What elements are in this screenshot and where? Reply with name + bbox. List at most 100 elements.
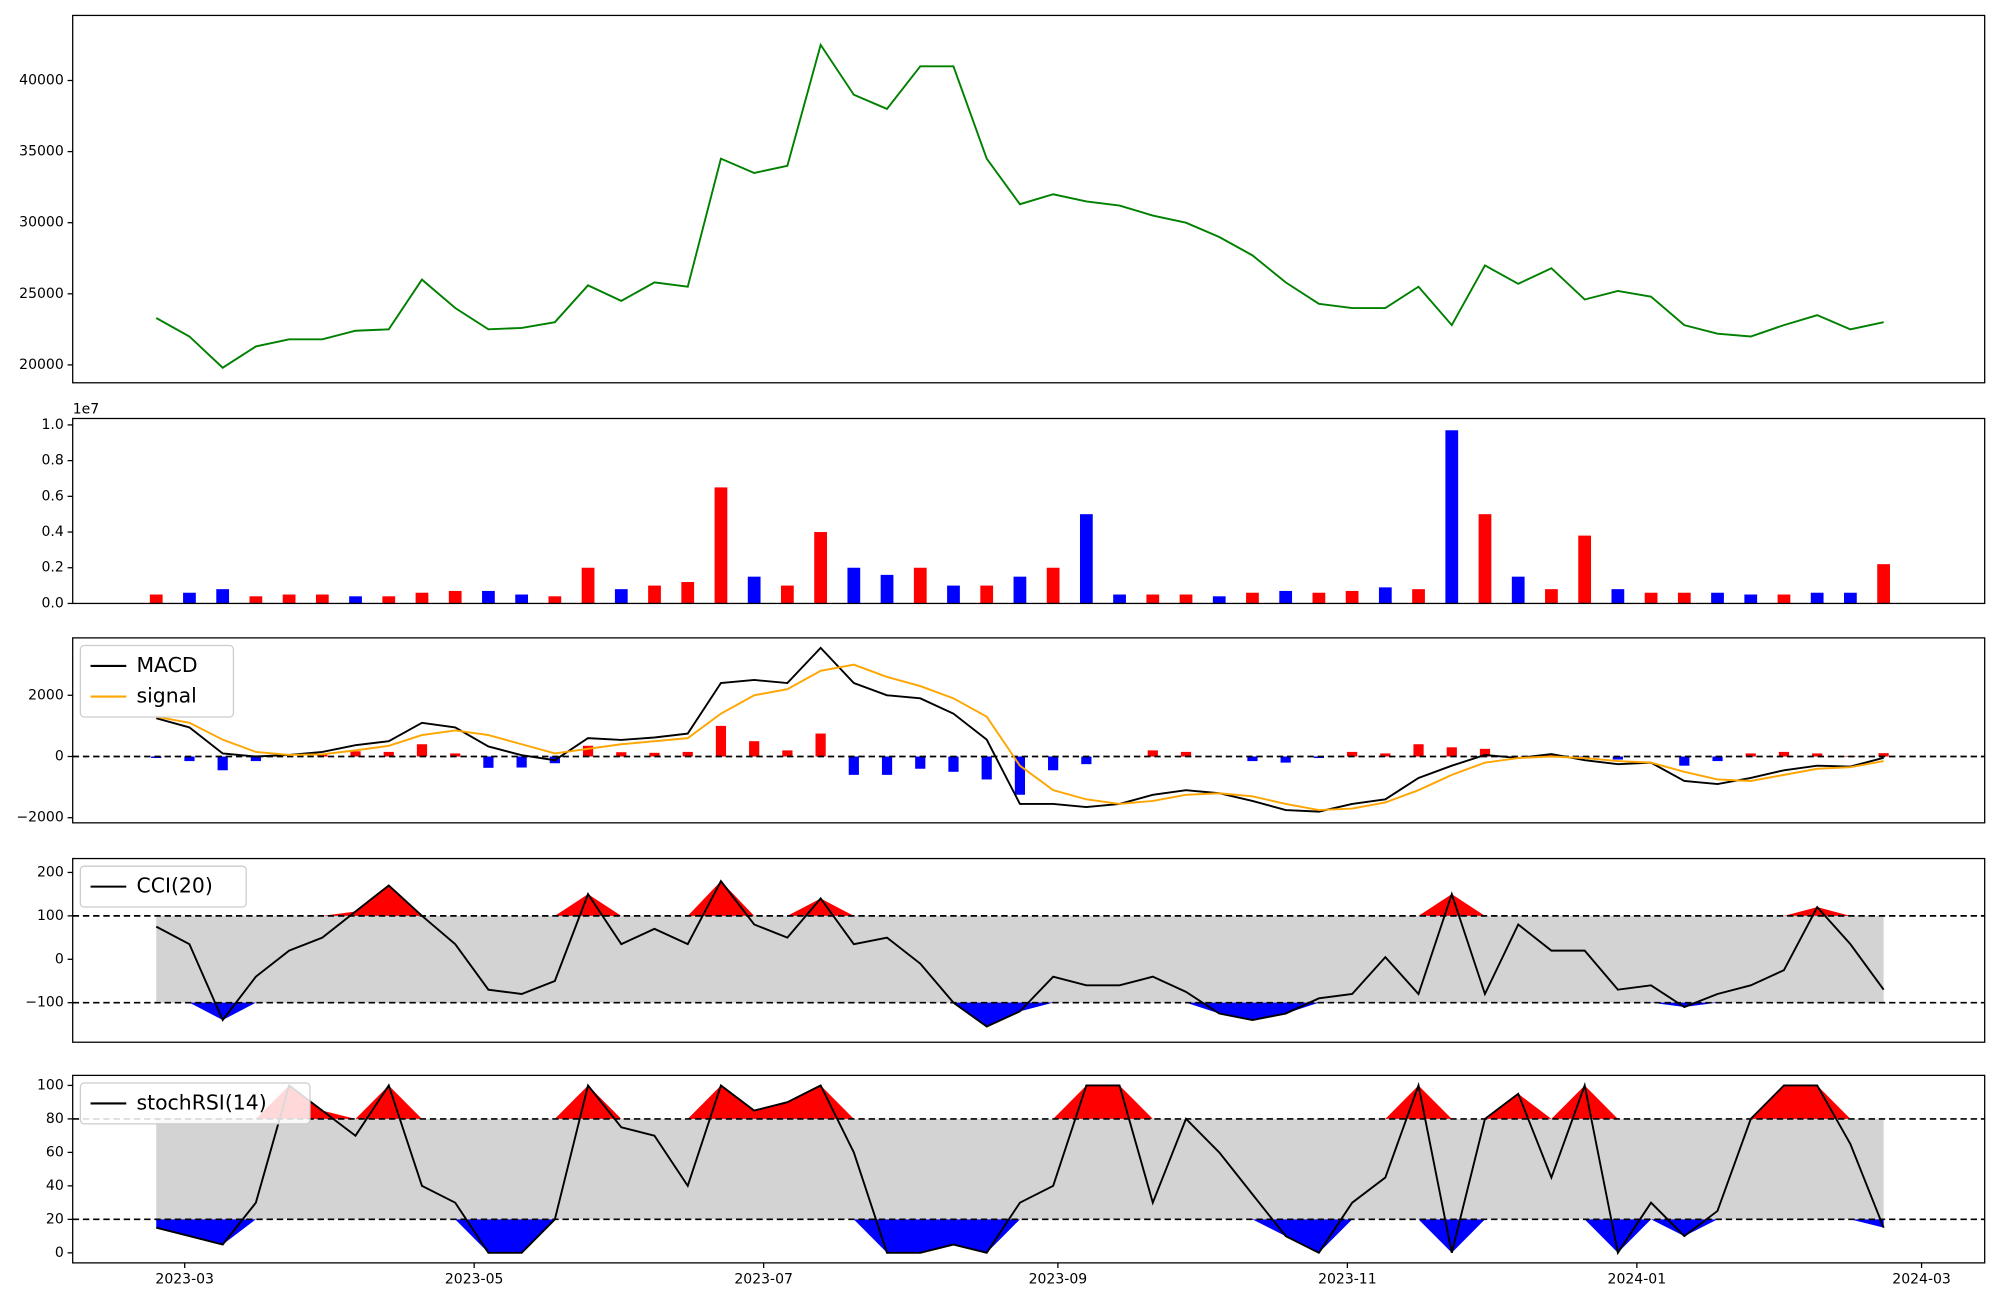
y-tick-label: 0 xyxy=(55,1245,64,1261)
panel: 20000 25000 30000 35000 40000 xyxy=(19,14,1986,384)
histogram-bar xyxy=(649,752,660,757)
histogram-bar xyxy=(749,741,760,757)
upper-fill xyxy=(156,1085,1884,1119)
legend-label: CCI(20) xyxy=(136,874,212,898)
volume-bar xyxy=(1711,592,1724,604)
volume-bar xyxy=(515,594,529,604)
histogram-bar xyxy=(1446,747,1457,757)
series-line xyxy=(156,663,1884,812)
band xyxy=(156,915,1884,1003)
histogram-bar xyxy=(881,756,893,775)
y-tick-label: 35000 xyxy=(19,144,64,160)
volume-bar xyxy=(315,594,329,604)
plot-frame xyxy=(72,1074,1986,1264)
histogram-bar xyxy=(1014,756,1026,795)
volume-bar xyxy=(1810,592,1824,604)
histogram-bar xyxy=(450,753,461,757)
panel: 0.0 0.2 0.4 0.6 0.8 1.0 1e7 xyxy=(41,402,1986,611)
histogram-bar xyxy=(184,756,195,762)
y-tick-label: 0.2 xyxy=(41,560,63,576)
volume-bar xyxy=(947,585,960,604)
volume-bar xyxy=(1644,592,1658,604)
histogram-bar xyxy=(1180,751,1192,757)
volume-bar xyxy=(1212,596,1226,604)
volume-bar xyxy=(448,590,462,604)
volume-bar xyxy=(847,567,861,604)
volume-bar xyxy=(349,596,362,604)
histogram-bar xyxy=(815,733,826,757)
histogram-bar xyxy=(1479,748,1491,757)
volume-bar xyxy=(382,596,396,604)
volume-bar xyxy=(1179,594,1193,604)
x-tick-label: 2023-09 xyxy=(1029,1271,1088,1287)
lower-fill xyxy=(156,1002,1884,1027)
histogram-bar xyxy=(616,752,627,757)
x-tick-label: 2024-03 xyxy=(1892,1271,1951,1287)
volume-bar xyxy=(183,592,196,604)
volume-bar xyxy=(482,590,495,604)
volume-bar xyxy=(648,585,661,604)
histogram-bar xyxy=(1612,756,1623,760)
series-line xyxy=(155,646,1884,813)
histogram-bar xyxy=(516,756,527,768)
upper-fill xyxy=(156,881,1884,916)
y-tick-label: 60 xyxy=(46,1144,64,1160)
histogram-bar xyxy=(1247,756,1258,762)
histogram-bar xyxy=(416,744,428,757)
plot-frame xyxy=(72,14,1986,384)
volume-bar xyxy=(747,576,761,604)
histogram-bar xyxy=(1147,750,1158,757)
volume-bar xyxy=(1445,430,1459,604)
volume-bar xyxy=(1046,567,1060,604)
volume-bar xyxy=(1079,514,1093,604)
histogram-bar xyxy=(948,756,959,772)
volume-bar xyxy=(1844,592,1857,604)
volume-bar xyxy=(1113,594,1126,604)
histogram-bar xyxy=(848,756,859,775)
histogram-bar xyxy=(1679,756,1690,766)
histogram-bar xyxy=(715,725,727,757)
y-tick-label: −2000 xyxy=(16,810,63,826)
histogram-bar xyxy=(350,751,361,757)
volume-bar xyxy=(149,594,163,604)
histogram-bar xyxy=(1812,753,1823,757)
y-tick-label: 0 xyxy=(55,748,64,764)
volume-bar xyxy=(781,585,794,604)
volume-bar xyxy=(814,532,827,604)
volume-bar xyxy=(1478,514,1492,604)
volume-bar xyxy=(249,596,263,604)
volume-bar xyxy=(1877,564,1890,604)
histogram-bar xyxy=(1048,756,1059,771)
histogram-bar xyxy=(1778,751,1790,757)
volume-bar xyxy=(1013,576,1027,604)
legend-box xyxy=(79,1082,311,1125)
histogram-bar xyxy=(1347,751,1358,757)
volume-bar xyxy=(1378,587,1392,604)
legend-label: signal xyxy=(136,684,196,708)
y-tick-label: 100 xyxy=(37,1077,64,1093)
y-tick-label: 100 xyxy=(37,908,64,924)
price-line xyxy=(155,42,1884,369)
y-tick-label: 0.0 xyxy=(41,595,63,611)
volume-bar xyxy=(1246,592,1259,604)
y-tick-label: 0.8 xyxy=(41,453,63,469)
offset-label: 1e7 xyxy=(73,402,99,418)
x-tick-label: 2023-05 xyxy=(445,1271,504,1287)
legend-box xyxy=(79,865,247,908)
volume-bar xyxy=(714,487,728,604)
series-line xyxy=(156,1081,1885,1256)
lower-fill xyxy=(156,1219,1884,1253)
histogram-bar xyxy=(1380,753,1391,757)
x-tick-label: 2023-03 xyxy=(155,1271,214,1287)
volume-bar xyxy=(913,567,927,604)
y-tick-label: 0.6 xyxy=(41,488,63,504)
volume-bar xyxy=(681,582,695,604)
y-tick-label: 20 xyxy=(46,1211,64,1227)
y-tick-label: −100 xyxy=(25,995,64,1011)
y-tick-label: 1.0 xyxy=(41,417,63,433)
y-tick-label: 200 xyxy=(37,864,64,880)
volume-bar xyxy=(548,596,562,604)
x-tick-label: 2023-11 xyxy=(1318,1271,1377,1287)
x-tick-label: 2024-01 xyxy=(1608,1271,1667,1287)
histogram-bar xyxy=(1546,754,1557,757)
